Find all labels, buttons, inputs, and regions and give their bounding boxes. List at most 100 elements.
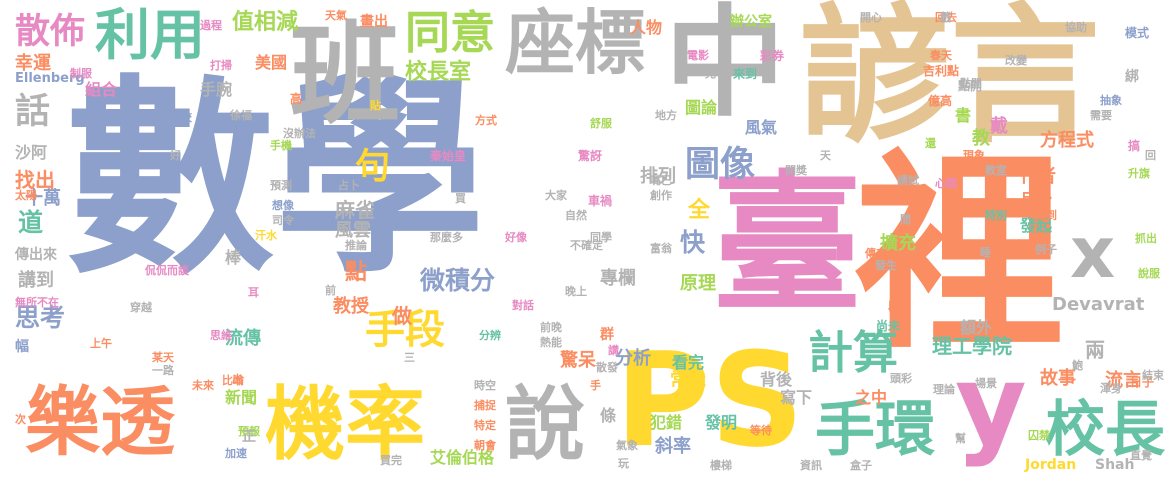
word: 驚呆 xyxy=(560,350,596,371)
word: y xyxy=(955,341,1027,469)
word: 春天 xyxy=(930,49,952,62)
word: 自然 xyxy=(565,209,587,222)
word: 汗水 xyxy=(255,229,277,242)
word: 熱能 xyxy=(540,336,562,349)
word: 風氣 xyxy=(745,118,778,137)
word: 占卜 xyxy=(338,179,360,192)
word: 耳 xyxy=(248,286,259,299)
word: 特別 xyxy=(985,209,1007,222)
word: 回 xyxy=(1145,149,1156,162)
word: 畫出 xyxy=(360,14,388,30)
word: 某天 xyxy=(152,351,174,364)
word: 需要 xyxy=(1090,109,1112,122)
word: 校長室 xyxy=(405,60,472,85)
word: 裡 xyxy=(855,132,1066,377)
word: 預測 xyxy=(270,179,292,192)
word: 正 xyxy=(242,429,256,445)
word: 間 xyxy=(900,213,911,226)
word: 校長 xyxy=(1045,395,1165,465)
word: 回去 xyxy=(935,11,957,24)
word: 協助 xyxy=(1065,21,1087,34)
word: 月份 xyxy=(1020,190,1053,209)
word: 綁 xyxy=(1125,69,1139,85)
word: 秦始皇 xyxy=(430,149,467,163)
word: 說 xyxy=(505,378,585,471)
word: 地方 xyxy=(655,109,677,122)
word: 盒子 xyxy=(850,459,872,472)
word: 書 xyxy=(955,106,972,125)
word: 幫 xyxy=(955,432,966,445)
word: 排列 xyxy=(640,166,676,187)
word: PS xyxy=(615,324,804,476)
word: 創作 xyxy=(650,189,672,202)
word: 手腕 xyxy=(200,80,233,99)
word: 犯錯 xyxy=(650,413,683,432)
word: 同意 xyxy=(405,6,496,59)
word: 太陽 xyxy=(15,189,37,202)
word: 三 xyxy=(404,351,415,364)
word: 傳來 xyxy=(865,247,887,260)
word: 想像 xyxy=(272,199,294,212)
word: 現象 xyxy=(963,149,985,162)
word: 機率 xyxy=(265,378,425,471)
word: 上午 xyxy=(90,337,112,350)
word: 對話 xyxy=(512,299,534,312)
word: 來到 xyxy=(733,67,758,81)
word: 值相減 xyxy=(232,10,299,35)
word: 請試 xyxy=(897,174,919,187)
word: 散發 xyxy=(596,361,618,374)
word: 等待 xyxy=(750,424,772,437)
word: 開心 xyxy=(860,11,882,24)
word: 直覺 xyxy=(1130,449,1152,462)
word: 見 xyxy=(705,67,716,80)
word: 教 xyxy=(972,128,990,149)
word: 手環 xyxy=(815,395,935,465)
word: 司令 xyxy=(272,214,294,227)
word: 戲 xyxy=(940,11,951,24)
word: 幅 xyxy=(15,339,29,355)
word: 一路 xyxy=(152,364,174,377)
word: 分析 xyxy=(615,348,651,369)
word: Ellenberg xyxy=(15,71,85,86)
word: 生活 xyxy=(880,192,902,205)
word: 加速 xyxy=(225,447,247,460)
word: 麻雀 xyxy=(335,198,375,222)
word: 徐福 xyxy=(230,109,252,122)
word: 辦公室 xyxy=(730,14,772,30)
word: 條 xyxy=(600,406,617,425)
word: 艾倫伯格 xyxy=(430,448,495,467)
word: 風雲 xyxy=(335,220,371,241)
word: 美國 xyxy=(255,53,288,72)
word: 吉利點 xyxy=(923,64,960,78)
word: 打掃 xyxy=(210,59,232,72)
word: 中 xyxy=(665,0,785,133)
word: 次 xyxy=(15,413,26,426)
word: 尚未 xyxy=(876,319,901,333)
word: 圖論 xyxy=(685,98,718,117)
word: 穿越 xyxy=(130,301,152,314)
word: 前 xyxy=(325,284,336,297)
word: 流言 xyxy=(1105,370,1141,391)
word: 理論 xyxy=(933,383,955,396)
word: 段 xyxy=(888,299,901,313)
word: 理工學院 xyxy=(932,334,1012,358)
word: 嘴巴 xyxy=(650,174,672,187)
word: 過程 xyxy=(200,19,222,32)
word: 比喻 xyxy=(222,374,244,387)
word: 開獎 xyxy=(785,164,807,177)
word: 好像 xyxy=(505,231,527,244)
word: 沙阿 xyxy=(15,143,48,162)
word: 頭彩 xyxy=(890,372,912,385)
word: 捕捉 xyxy=(474,399,496,412)
word: 心跳 xyxy=(935,177,957,190)
word: 電影 xyxy=(687,49,709,62)
word: 那麼多 xyxy=(430,231,463,244)
word: 好 xyxy=(170,149,181,162)
word: 句 xyxy=(355,147,391,187)
word: 故事 xyxy=(1040,368,1076,389)
word: 點 xyxy=(345,260,368,285)
word: 全 xyxy=(688,198,711,223)
word: 之中 xyxy=(855,388,888,407)
word: 擴充 xyxy=(880,233,916,254)
word: 例子 xyxy=(1035,243,1057,256)
